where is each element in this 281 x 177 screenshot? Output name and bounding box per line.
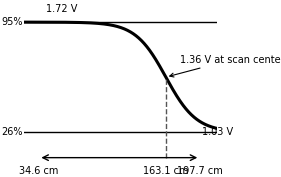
Text: 26%: 26% <box>1 127 23 137</box>
Text: 1.36 V at scan center: 1.36 V at scan center <box>170 55 281 77</box>
Text: 1.03 V: 1.03 V <box>202 127 233 137</box>
Text: 197.7 cm: 197.7 cm <box>177 166 223 176</box>
Text: 163.1 cm: 163.1 cm <box>143 166 189 176</box>
Text: 95%: 95% <box>1 17 23 27</box>
Text: 34.6 cm: 34.6 cm <box>19 166 58 176</box>
Text: 1.72 V: 1.72 V <box>46 4 78 14</box>
